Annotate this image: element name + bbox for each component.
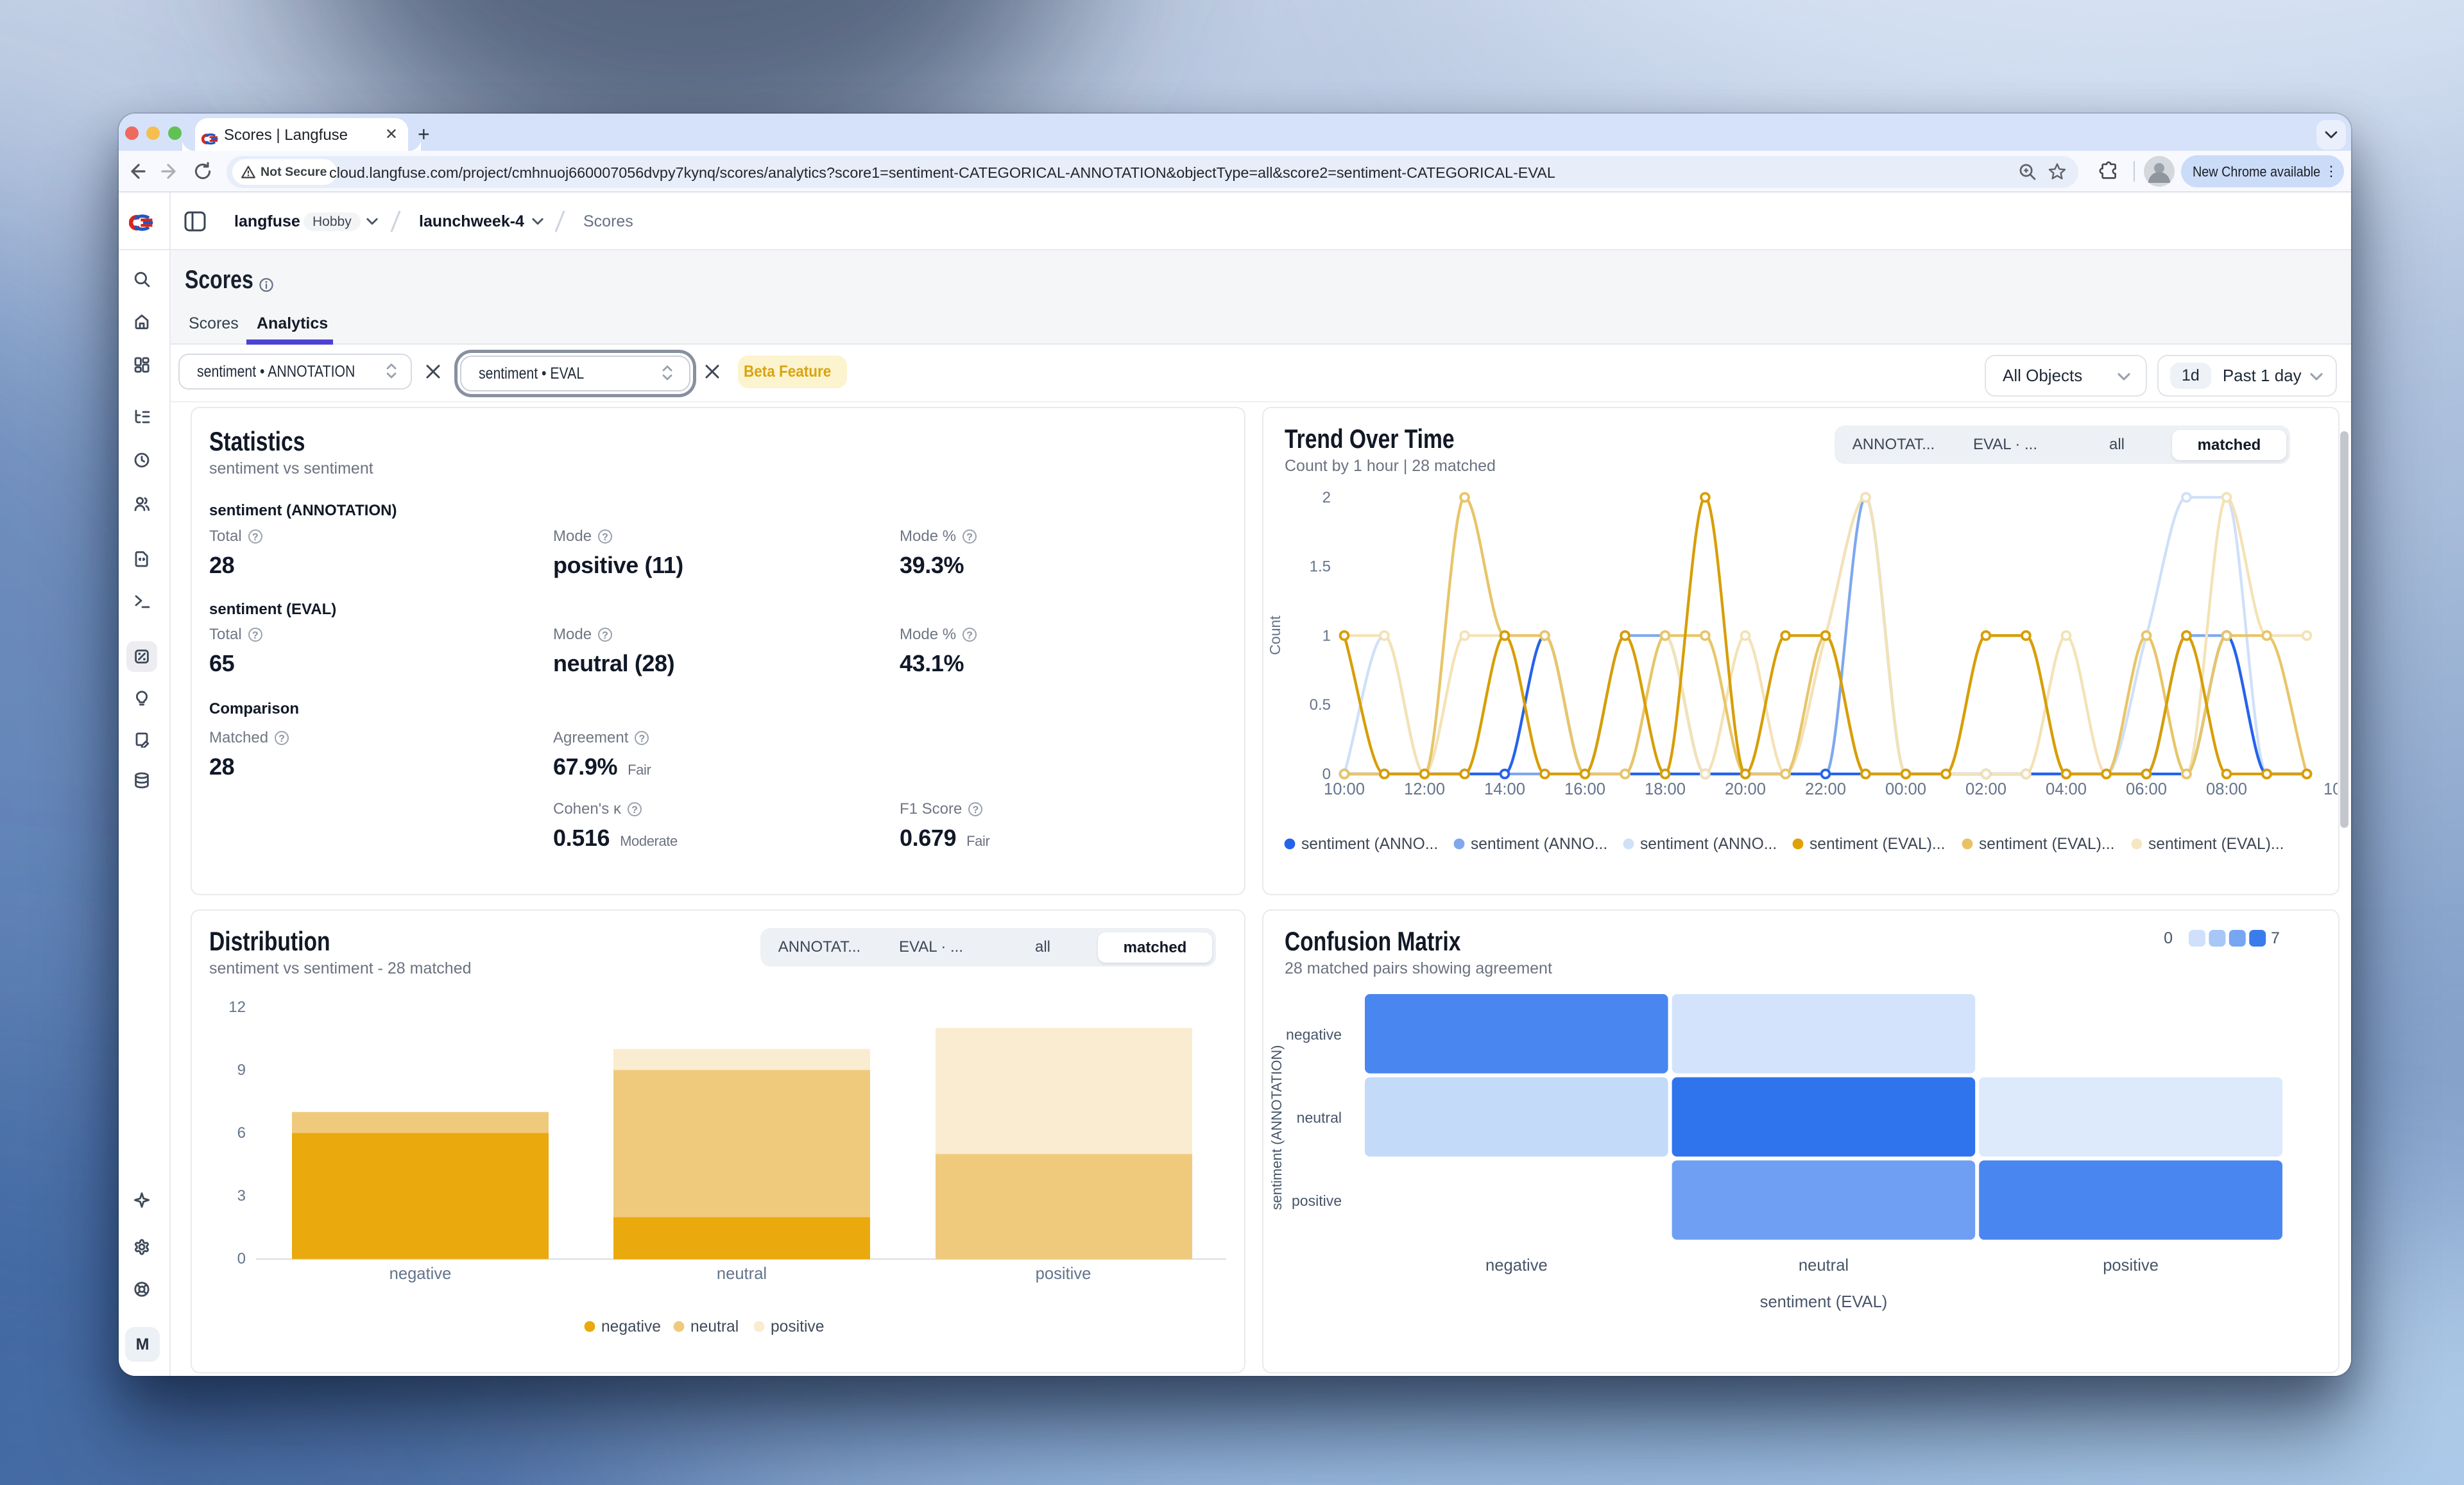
svg-text:negative: negative (601, 1318, 661, 1335)
svg-text:00:00: 00:00 (1885, 780, 1926, 798)
svg-text:20:00: 20:00 (1725, 780, 1766, 798)
svg-text:0: 0 (1322, 766, 1331, 783)
svg-text:9: 9 (237, 1061, 246, 1079)
svg-text:08:00: 08:00 (2206, 780, 2247, 798)
svg-text:02:00: 02:00 (1965, 780, 2006, 798)
svg-text:neutral: neutral (717, 1265, 767, 1283)
svg-text:sentiment (EVAL): sentiment (EVAL) (1760, 1293, 1888, 1311)
svg-text:12: 12 (228, 999, 246, 1016)
svg-text:neutral: neutral (1297, 1109, 1342, 1126)
svg-text:16:00: 16:00 (1564, 780, 1605, 798)
svg-text:negative: negative (1485, 1257, 1548, 1275)
svg-text:10:00: 10:00 (1324, 780, 1365, 798)
svg-text:sentiment (ANNOTATION): sentiment (ANNOTATION) (1269, 1045, 1285, 1210)
svg-text:06:00: 06:00 (2126, 780, 2167, 798)
svg-text:6: 6 (237, 1124, 246, 1142)
svg-text:positive: positive (771, 1318, 824, 1335)
svg-text:18:00: 18:00 (1645, 780, 1686, 798)
svg-text:04:00: 04:00 (2046, 780, 2087, 798)
svg-text:14:00: 14:00 (1484, 780, 1525, 798)
svg-text:sentiment (ANNO...: sentiment (ANNO... (1301, 836, 1438, 853)
svg-text:positive: positive (2103, 1257, 2159, 1275)
svg-text:negative: negative (1286, 1026, 1342, 1043)
svg-text:neutral: neutral (690, 1318, 739, 1335)
svg-text:0: 0 (2164, 929, 2173, 947)
svg-text:7: 7 (2271, 929, 2280, 947)
svg-text:sentiment (ANNO...: sentiment (ANNO... (1640, 836, 1777, 853)
svg-text:neutral: neutral (1799, 1257, 1849, 1275)
svg-text:2: 2 (1322, 489, 1331, 506)
svg-text:12:00: 12:00 (1404, 780, 1445, 798)
svg-text:3: 3 (237, 1187, 246, 1205)
svg-text:1.5: 1.5 (1310, 558, 1331, 575)
svg-text:0: 0 (237, 1250, 246, 1267)
svg-text:1: 1 (1322, 627, 1331, 644)
svg-text:sentiment (ANNO...: sentiment (ANNO... (1471, 836, 1607, 853)
svg-text:sentiment (EVAL)...: sentiment (EVAL)... (1810, 836, 1945, 853)
svg-text:sentiment (EVAL)...: sentiment (EVAL)... (2148, 836, 2284, 853)
svg-text:0.5: 0.5 (1310, 696, 1331, 714)
svg-text:22:00: 22:00 (1805, 780, 1846, 798)
svg-text:positive: positive (1292, 1192, 1342, 1209)
svg-text:negative: negative (389, 1265, 452, 1283)
svg-text:positive: positive (1036, 1265, 1091, 1283)
svg-text:Count: Count (1267, 615, 1283, 655)
svg-text:sentiment (EVAL)...: sentiment (EVAL)... (1979, 836, 2114, 853)
svg-text:10:0: 10:0 (2323, 780, 2338, 798)
